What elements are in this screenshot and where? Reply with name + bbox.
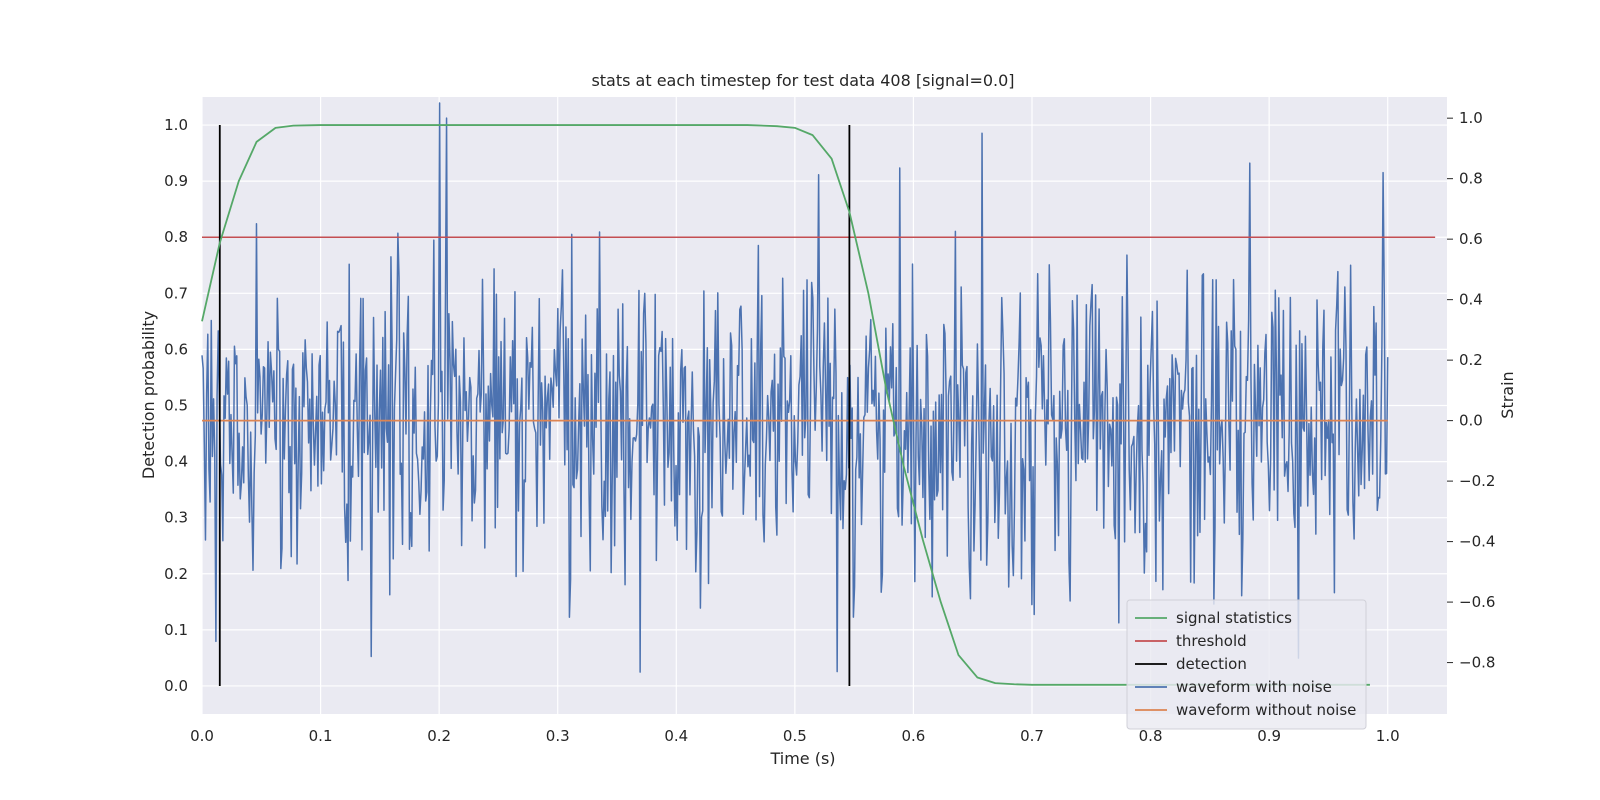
y-tick-label: 0.8 (164, 228, 188, 246)
legend: signal statistics threshold detection wavef… (1126, 599, 1367, 730)
x-tick-label: 0.7 (1020, 727, 1044, 745)
left-axis: 0.0 0.1 0.2 0.3 0.4 0.5 0.6 0.7 0.8 0.9 1.0 (164, 116, 188, 695)
y-tick-label: 0.7 (164, 284, 188, 302)
x-tick-label: 1.0 (1376, 727, 1400, 745)
y2-axis-label: Strain (1498, 371, 1517, 418)
y2-tick-label: −0.4 (1459, 533, 1495, 551)
y2-tick-label: 0.4 (1459, 291, 1483, 309)
y-tick-label: 1.0 (164, 116, 188, 134)
right-axis: −0.8 −0.6 −0.4 −0.2 0.0 0.2 0.4 0.6 0.8 1.0 (1447, 109, 1495, 672)
y2-tick-label: 0.8 (1459, 170, 1483, 188)
y-tick-label: 0.1 (164, 621, 188, 639)
x-axis: 0.0 0.1 0.2 0.3 0.4 0.5 0.6 0.7 0.8 0.9 1.0 (190, 727, 1400, 745)
x-tick-label: 0.6 (901, 727, 925, 745)
y2-tick-label: 0.2 (1459, 351, 1483, 369)
y2-tick-label: −0.2 (1459, 472, 1495, 490)
y-tick-label: 0.9 (164, 172, 188, 190)
y2-tick-label: −0.8 (1459, 654, 1495, 672)
legend-label: threshold (1176, 632, 1247, 650)
legend-box (1126, 599, 1367, 730)
legend-label: waveform with noise (1176, 678, 1332, 696)
chart-title: stats at each timestep for test data 408… (591, 71, 1014, 90)
x-tick-label: 0.3 (546, 727, 570, 745)
y-tick-label: 0.3 (164, 509, 188, 527)
y-tick-label: 0.5 (164, 397, 188, 415)
legend-label: waveform without noise (1176, 701, 1356, 719)
y-tick-label: 0.4 (164, 453, 188, 471)
series-layer (201, 102, 1436, 686)
x-tick-label: 0.5 (783, 727, 807, 745)
y-axis-label: Detection probability (139, 311, 158, 479)
x-tick-label: 0.2 (427, 727, 451, 745)
y-tick-label: 0.2 (164, 565, 188, 583)
x-axis-label: Time (s) (769, 749, 835, 768)
legend-label: detection (1176, 655, 1247, 673)
y2-tick-label: 0.0 (1459, 412, 1483, 430)
x-tick-label: 0.4 (664, 727, 688, 745)
x-tick-label: 0.1 (309, 727, 333, 745)
legend-label: signal statistics (1176, 609, 1292, 627)
y-tick-label: 0.0 (164, 677, 188, 695)
y2-tick-label: −0.6 (1459, 593, 1495, 611)
waveform-with-noise-line (201, 102, 1389, 673)
y2-tick-label: 1.0 (1459, 109, 1483, 127)
y2-tick-label: 0.6 (1459, 230, 1483, 248)
x-tick-label: 0.8 (1139, 727, 1163, 745)
signal-statistics-line (201, 124, 1370, 686)
x-tick-label: 0.0 (190, 727, 214, 745)
x-tick-label: 0.9 (1257, 727, 1281, 745)
y-tick-label: 0.6 (164, 340, 188, 358)
